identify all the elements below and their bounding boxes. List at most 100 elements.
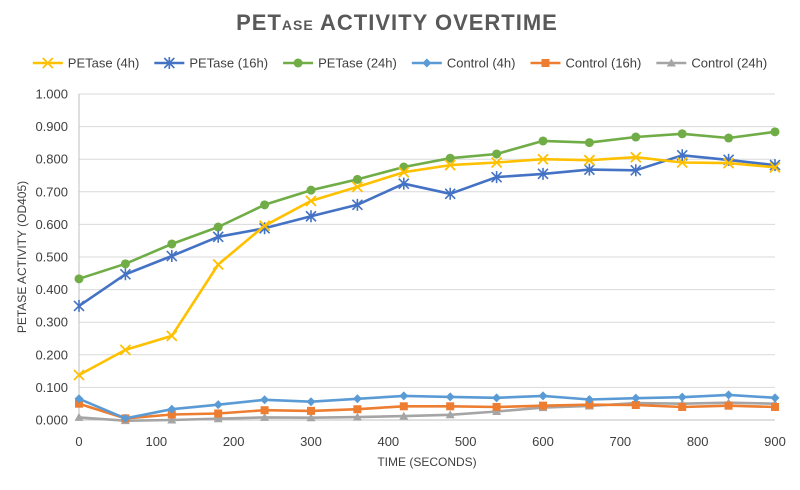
data-point-square-marker [492,402,501,411]
data-point-square-marker [353,405,362,414]
data-point-square-marker [214,409,223,418]
data-point-x-marker [119,344,132,356]
data-point-x-marker [305,195,317,207]
legend-label: PETase (24h) [318,56,397,71]
x-tick-label: 900 [764,434,786,449]
data-point-circle-marker [260,200,270,210]
data-point-x-marker [444,159,456,171]
data-point-x-marker [769,161,781,173]
data-point-diamond-marker [538,391,548,401]
chart-title-prefix: PET [236,10,282,35]
data-point-diamond-marker [422,58,432,68]
data-point-x-marker [398,166,410,178]
legend-label: Control (4h) [447,56,516,71]
series-control-4h [74,390,780,423]
data-point-diamond-marker [631,393,641,403]
data-point-x-marker [722,157,735,169]
data-point-square-marker [771,402,779,411]
data-point-star-marker [305,210,317,223]
data-point-square-marker [167,410,176,419]
data-point-circle-marker [584,138,594,148]
chart-title: PETASE ACTIVITY OVERTIME [236,10,558,35]
legend-label: PETase (4h) [68,56,140,71]
data-point-x-marker [73,369,85,381]
data-point-triangle-marker [167,415,177,424]
legend-label: PETase (16h) [189,56,268,71]
data-point-diamond-marker [677,392,687,402]
data-point-square-marker [399,402,408,411]
data-point-x-marker [537,153,549,165]
data-point-square-marker [678,402,687,411]
y-tick-label: 0.100 [35,380,68,395]
data-point-square-marker [724,401,733,410]
legend-item: PETase (16h) [154,56,268,71]
series-petase-4h [73,151,781,381]
data-point-triangle-marker [399,411,409,420]
data-point-circle-marker [724,133,734,143]
y-tick-label: 0.900 [35,119,68,134]
y-tick-label: 0.500 [35,250,68,265]
data-point-diamond-marker [306,397,316,407]
data-point-star-marker [491,171,503,184]
series-line [78,130,776,281]
y-tick-label: 0.200 [35,347,68,362]
series-control-16h [75,399,779,423]
data-point-square-marker [307,406,315,415]
series-line [78,402,776,420]
data-point-triangle-marker [306,413,316,422]
data-point-circle-marker [293,58,303,68]
x-tick-label: 700 [609,434,631,449]
x-tick-label: 0 [75,434,82,449]
data-point-triangle-marker [352,412,362,421]
data-point-star-marker [769,159,781,172]
series-line [78,393,776,420]
data-point-star-marker [583,163,595,176]
data-point-star-marker [73,299,85,312]
data-point-star-marker [166,250,178,263]
data-point-star-marker [163,57,175,69]
data-point-circle-marker [213,222,223,232]
legend-item: PETase (24h) [283,56,397,71]
data-point-diamond-marker [399,391,409,401]
chart-legend: PETase (4h) PETase (16h) PETase (24h) Contr… [32,56,767,71]
data-point-diamond-marker [724,390,734,400]
data-point-circle-marker [538,136,548,146]
x-tick-label: 500 [455,434,477,449]
y-tick-label: 0.800 [35,152,68,167]
data-point-square-marker [539,401,547,410]
data-point-star-marker [398,177,410,190]
data-point-x-marker [630,151,642,163]
legend-item: Control (4h) [411,56,516,71]
data-point-diamond-marker [492,393,502,403]
data-point-diamond-marker [260,395,270,405]
chart-title-suffix: ACTIVITY OVERTIME [314,10,558,35]
y-tick-label: 0.600 [35,217,68,232]
chart-gridlines [78,93,775,421]
chart-series [73,127,781,425]
data-point-diamond-marker [584,394,594,404]
data-point-diamond-marker [120,413,130,423]
series-line [78,155,776,377]
data-point-triangle-marker [260,412,270,421]
y-tick-label: 1.000 [35,87,68,102]
data-point-square-marker [260,406,269,415]
data-point-triangle-marker [213,414,223,423]
data-point-circle-marker [352,174,362,184]
data-point-square-marker [541,59,550,67]
data-point-circle-marker [445,153,455,163]
data-point-circle-marker [492,149,502,159]
series-line [78,401,776,423]
x-tick-label: 200 [223,434,245,449]
data-point-square-marker [75,399,83,408]
data-point-triangle-marker [445,410,455,419]
x-tick-label: 800 [687,434,709,449]
data-point-star-marker [537,167,549,180]
data-point-circle-marker [677,129,687,139]
data-point-x-marker [676,156,688,169]
data-point-x-marker [42,57,54,69]
data-point-triangle-marker [74,412,84,421]
series-petase-16h [73,149,781,312]
data-point-diamond-marker [445,392,455,402]
data-point-star-marker [444,187,456,200]
